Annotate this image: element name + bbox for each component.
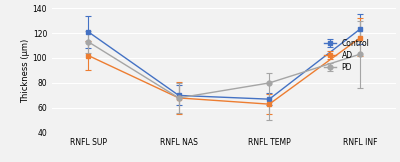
Y-axis label: Thickness (μm): Thickness (μm) [21,38,30,103]
Legend: Control, AD, PD: Control, AD, PD [324,39,370,72]
